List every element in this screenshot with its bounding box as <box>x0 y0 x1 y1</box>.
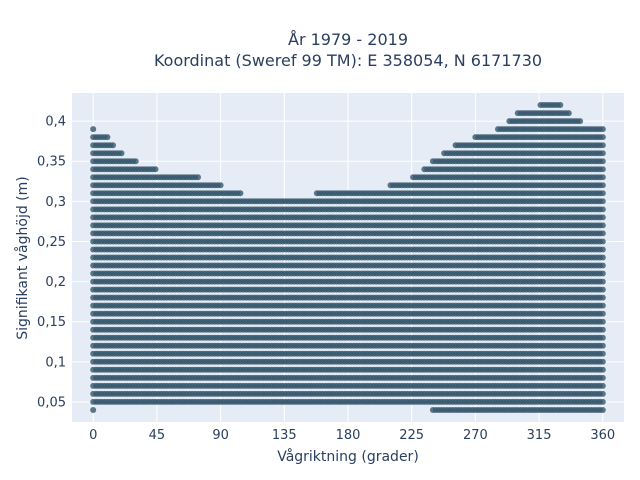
data-point <box>90 407 97 413</box>
data-point <box>152 166 159 173</box>
data-point <box>90 126 97 133</box>
data-point <box>110 142 116 149</box>
data-point <box>195 174 201 181</box>
data-point <box>217 182 224 189</box>
data-points <box>90 102 606 413</box>
data-point <box>132 158 139 165</box>
data-point <box>104 134 111 141</box>
data-point <box>118 150 125 157</box>
data-point <box>237 190 244 197</box>
